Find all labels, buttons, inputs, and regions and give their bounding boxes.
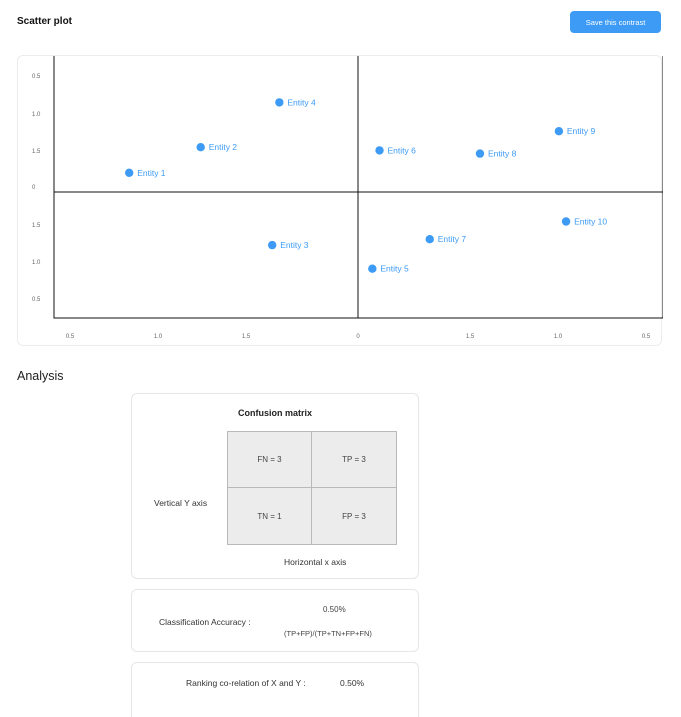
data-point xyxy=(425,235,434,244)
ranking-label: Ranking co-relation of X and Y : xyxy=(186,678,306,688)
x-tick-label: 1.0 xyxy=(154,334,163,340)
scatter-plot-card: 0.5 1.0 1.5 0 1.5 1.0 0.5 0.5 1.0 1.5 0 1.5 1.0 0.5 En… xyxy=(17,55,663,346)
data-point-label: Entity 8 xyxy=(488,149,517,159)
save-contrast-button[interactable]: Save this contrast xyxy=(570,11,661,33)
y-tick-label: 0 xyxy=(32,185,36,191)
data-point-label: Entity 4 xyxy=(287,97,316,107)
data-point xyxy=(375,146,384,155)
x-tick-label: 0.5 xyxy=(66,334,75,340)
cm-cell-fn: FN = 3 xyxy=(228,432,312,488)
cm-cell-tp: TP = 3 xyxy=(312,432,396,488)
x-tick-label: 1.0 xyxy=(554,334,563,340)
x-tick-label: 0 xyxy=(356,334,360,340)
data-point xyxy=(125,168,134,177)
data-point-label: Entity 3 xyxy=(280,240,309,250)
y-tick-label: 1.0 xyxy=(32,112,41,118)
data-point xyxy=(475,149,485,158)
data-point-label: Entity 6 xyxy=(388,145,417,155)
confusion-matrix-card: Confusion matrix FN = 3 TP = 3 TN = 1 FP… xyxy=(131,393,419,579)
ranking-value: 0.50% xyxy=(340,678,365,688)
data-point xyxy=(368,264,377,273)
data-point-label: Entity 9 xyxy=(567,126,596,136)
x-tick-label: 0.5 xyxy=(642,334,651,340)
page-title: Scatter plot xyxy=(17,16,73,27)
data-point xyxy=(561,217,571,226)
data-point-label: Entity 5 xyxy=(380,264,409,274)
scatter-plot: 0.5 1.0 1.5 0 1.5 1.0 0.5 0.5 1.0 1.5 0 1.5 1.0 0.5 En… xyxy=(32,56,663,340)
accuracy-formula: (TP+FP)/(TP+TN+FP+FN) xyxy=(284,629,372,638)
cm-x-axis-label: Horizontal x axis xyxy=(284,557,347,567)
accuracy-label: Classification Accuracy : xyxy=(159,617,251,627)
confusion-matrix-grid: FN = 3 TP = 3 TN = 1 FP = 3 xyxy=(227,431,397,545)
data-point-label: Entity 1 xyxy=(137,168,166,178)
y-tick-label: 1.0 xyxy=(32,260,41,266)
y-tick-label: 0.5 xyxy=(32,297,41,303)
x-tick-label: 1.5 xyxy=(242,334,251,340)
cm-cell-tn: TN = 1 xyxy=(228,488,312,544)
data-point-label: Entity 2 xyxy=(209,142,238,152)
data-point-label: Entity 7 xyxy=(438,234,467,244)
confusion-matrix-title: Confusion matrix xyxy=(237,408,312,418)
data-point xyxy=(275,98,284,107)
data-point xyxy=(554,127,564,136)
x-tick-label: 1.5 xyxy=(466,334,475,340)
data-point xyxy=(196,143,205,152)
y-tick-label: 0.5 xyxy=(32,74,41,80)
analysis-title: Analysis xyxy=(17,369,64,383)
cm-y-axis-label: Vertical Y axis xyxy=(154,498,208,508)
accuracy-value: 0.50% xyxy=(323,605,346,614)
data-point-label: Entity 10 xyxy=(574,217,607,227)
ranking-correlation-card: Ranking co-relation of X and Y : 0.50% xyxy=(131,662,419,717)
classification-accuracy-card: Classification Accuracy : 0.50% (TP+FP)/… xyxy=(131,589,419,652)
data-point xyxy=(268,240,277,250)
cm-cell-fp: FP = 3 xyxy=(342,511,366,521)
y-tick-label: 1.5 xyxy=(32,149,41,155)
y-tick-label: 1.5 xyxy=(32,223,41,229)
